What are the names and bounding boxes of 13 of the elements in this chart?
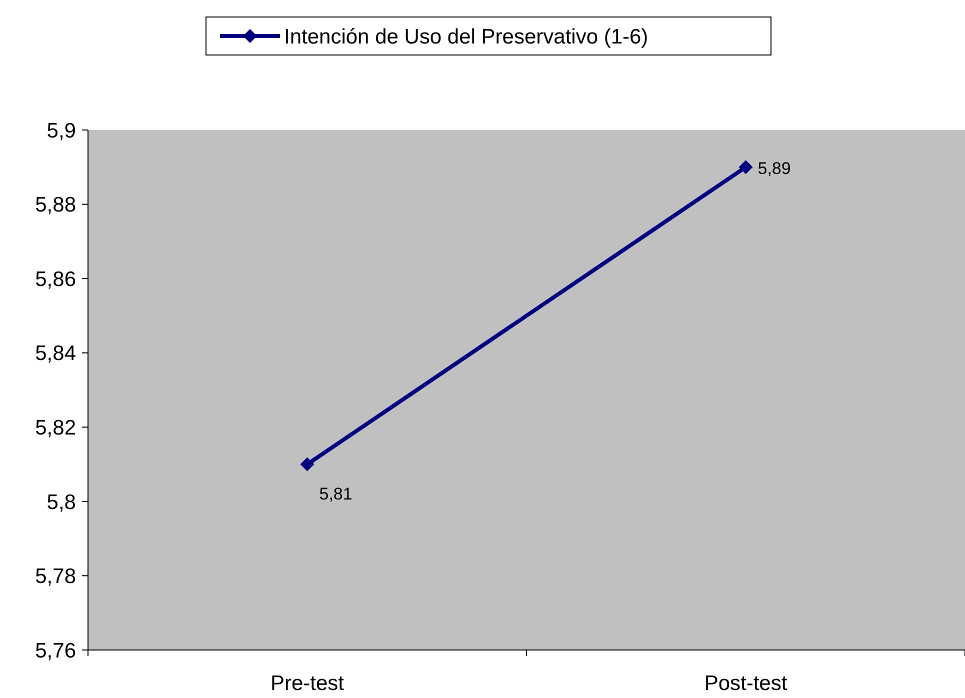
y-tick-label: 5,88: [35, 194, 76, 217]
x-tick-label: Pre-test: [270, 672, 344, 695]
y-tick-label: 5,8: [46, 490, 76, 514]
y-tick-label: 5,9: [46, 119, 76, 142]
x-tick-label: Post-test: [704, 672, 788, 695]
data-label: 5,81: [319, 484, 352, 504]
y-tick-label: 5,84: [35, 342, 76, 366]
y-tick-label: 5,76: [35, 639, 76, 662]
data-label: 5,89: [758, 159, 791, 178]
y-tick-label: 5,82: [35, 416, 76, 440]
y-tick-label: 5,86: [35, 268, 76, 291]
legend-label: Intención de Uso del Preservativo (1-6): [284, 25, 648, 48]
y-tick-label: 5,78: [35, 565, 76, 588]
